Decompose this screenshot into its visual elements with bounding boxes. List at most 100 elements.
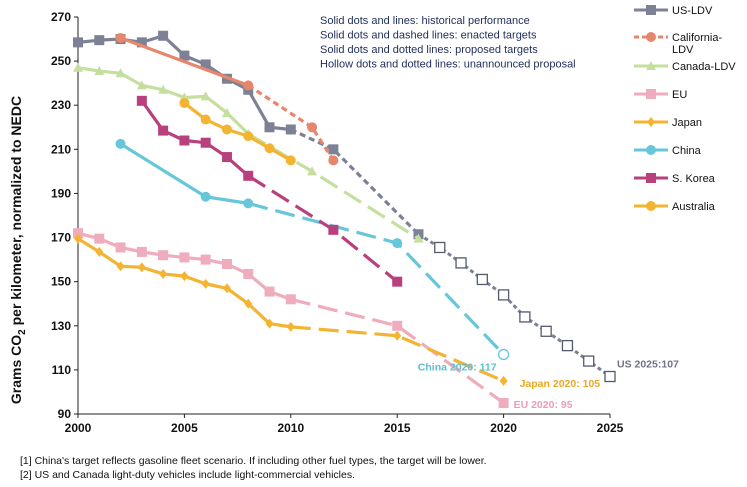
legend-label: China bbox=[672, 145, 702, 157]
legend-swatch-marker bbox=[646, 201, 656, 211]
footnote-1: [1] China's target reflects gasoline fle… bbox=[20, 455, 487, 467]
line-california-ldv-target bbox=[247, 84, 335, 162]
series-china bbox=[115, 138, 510, 361]
y-tick-label: 250 bbox=[51, 54, 71, 68]
y-tick-label: 90 bbox=[58, 407, 72, 421]
point-s-korea bbox=[221, 152, 232, 163]
point-eu bbox=[285, 294, 296, 305]
point-japan bbox=[222, 283, 231, 294]
point-us-ldv-target bbox=[328, 144, 339, 155]
point-us-ldv-unannounced bbox=[519, 311, 531, 323]
point-china bbox=[115, 138, 126, 149]
point-canada-ldv-target bbox=[307, 166, 318, 176]
point-eu bbox=[115, 242, 126, 253]
y-tick-label: 150 bbox=[51, 275, 71, 289]
point-canada-ldv bbox=[136, 80, 147, 90]
point-japan bbox=[95, 246, 104, 257]
point-california-ldv-target bbox=[307, 122, 318, 133]
y-tick-label: 170 bbox=[51, 231, 71, 245]
chart-note: Solid dots and lines: historical perform… bbox=[320, 15, 530, 27]
point-eu bbox=[264, 286, 275, 297]
point-us-ldv bbox=[94, 35, 105, 46]
point-eu bbox=[243, 268, 254, 279]
point-canada-ldv bbox=[115, 68, 126, 78]
point-us-ldv bbox=[136, 37, 147, 48]
point-canada-ldv-target bbox=[413, 233, 424, 243]
point-japan bbox=[265, 318, 274, 329]
legend-item-china: China bbox=[634, 145, 702, 157]
series-us-ldv bbox=[73, 30, 616, 383]
point-japan bbox=[137, 262, 146, 273]
footnote-2: [2] US and Canada light-duty vehicles in… bbox=[20, 469, 355, 481]
point-japan-target bbox=[393, 330, 402, 341]
legend-swatch-marker bbox=[646, 173, 656, 183]
point-canada-ldv bbox=[221, 107, 232, 117]
legend-swatch-marker bbox=[646, 32, 656, 42]
point-australia bbox=[179, 98, 190, 109]
end-label-us-ldv: US 2025:107 bbox=[617, 359, 679, 371]
legend-item-eu: EU bbox=[634, 89, 687, 101]
point-china bbox=[200, 191, 211, 202]
point-eu bbox=[221, 259, 232, 270]
point-s-korea-target bbox=[392, 276, 403, 287]
y-tick-label: 270 bbox=[51, 10, 71, 24]
legend-item-japan: Japan bbox=[634, 117, 702, 129]
point-china bbox=[243, 198, 254, 209]
point-japan-target bbox=[499, 375, 508, 386]
x-tick-label: 2025 bbox=[597, 421, 624, 435]
legend-label: Canada-LDV bbox=[672, 61, 736, 73]
point-us-ldv-unannounced bbox=[434, 241, 446, 254]
legend-swatch-marker bbox=[646, 5, 656, 15]
legend-swatch-marker bbox=[646, 89, 656, 99]
point-australia bbox=[243, 131, 254, 142]
legend-item-australia: Australia bbox=[634, 201, 716, 213]
point-japan bbox=[116, 261, 125, 272]
point-eu bbox=[94, 233, 105, 244]
point-s-korea-target bbox=[328, 224, 339, 235]
point-us-ldv-unannounced bbox=[604, 370, 616, 383]
line-eu-target bbox=[290, 297, 505, 405]
point-china-target bbox=[497, 348, 510, 361]
point-australia bbox=[221, 124, 232, 135]
end-label-japan: Japan 2020: 105 bbox=[520, 378, 601, 390]
point-us-ldv bbox=[73, 37, 83, 48]
point-s-korea bbox=[243, 170, 254, 181]
point-s-korea bbox=[136, 95, 147, 106]
point-california-ldv-target bbox=[328, 155, 339, 166]
point-eu-target bbox=[498, 397, 509, 408]
point-us-ldv-unannounced bbox=[583, 355, 595, 367]
legend-swatch-marker bbox=[646, 61, 656, 70]
notes-block: Solid dots and lines: historical perform… bbox=[320, 15, 576, 71]
x-tick-label: 2020 bbox=[490, 421, 517, 435]
point-japan bbox=[180, 271, 189, 282]
point-australia bbox=[200, 114, 211, 125]
line-california-ldv-historical bbox=[120, 36, 249, 87]
legend-label: US-LDV bbox=[672, 5, 713, 17]
series-california-ldv bbox=[115, 32, 339, 166]
y-tick-label: 230 bbox=[51, 98, 71, 112]
point-us-ldv bbox=[264, 122, 275, 133]
x-tick-label: 2015 bbox=[384, 421, 411, 435]
point-us-ldv bbox=[158, 30, 169, 41]
point-eu bbox=[158, 250, 169, 261]
point-canada-ldv bbox=[94, 66, 105, 76]
point-us-ldv bbox=[200, 59, 211, 70]
point-eu bbox=[73, 228, 83, 239]
point-california-ldv bbox=[115, 32, 126, 43]
x-tick-label: 2010 bbox=[277, 421, 304, 435]
legend-label: S. Korea bbox=[672, 173, 716, 185]
line-australia-historical bbox=[183, 101, 292, 162]
y-tick-label: 130 bbox=[51, 319, 71, 333]
point-japan bbox=[201, 278, 210, 289]
point-japan bbox=[74, 233, 82, 244]
y-axis-label: Grams CO2 per kilometer, normalized to N… bbox=[8, 96, 28, 404]
series-japan bbox=[74, 233, 508, 386]
point-s-korea bbox=[200, 137, 211, 148]
point-s-korea bbox=[179, 135, 190, 146]
point-eu bbox=[200, 254, 211, 265]
point-canada-ldv bbox=[158, 84, 169, 94]
line-eu-historical bbox=[77, 231, 292, 301]
legend: US-LDV California-LDV Canada-LDV EU Japan Chi… bbox=[634, 5, 736, 213]
point-california-ldv bbox=[243, 80, 254, 91]
point-us-ldv bbox=[285, 124, 296, 135]
